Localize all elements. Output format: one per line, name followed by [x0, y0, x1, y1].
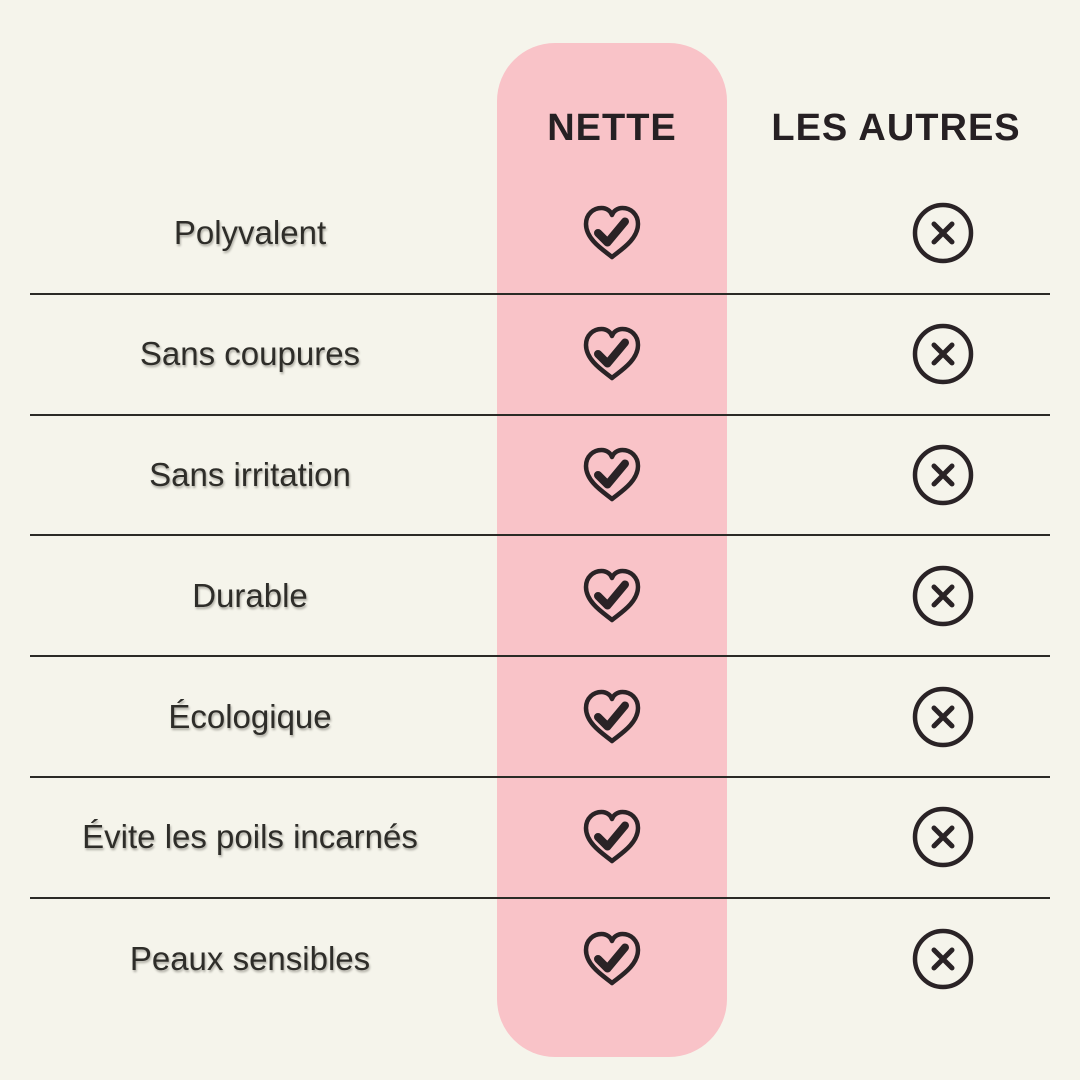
circle-x-icon — [911, 536, 975, 655]
table-body: Polyvalent Sans coupures Sans irritation — [30, 174, 1050, 1020]
heart-check-icon — [580, 657, 644, 776]
feature-label: Écologique — [168, 697, 332, 735]
heart-check-icon — [580, 536, 644, 655]
feature-label: Polyvalent — [173, 214, 327, 252]
column-header-nette: NETTE — [547, 107, 677, 149]
heart-check-icon — [580, 899, 644, 1020]
circle-x-icon — [911, 295, 975, 414]
table-row-peaux-sensibles: Peaux sensibles — [30, 899, 1050, 1020]
feature-label: Évite les poils incarnés — [82, 818, 418, 856]
feature-label: Peaux sensibles — [129, 940, 371, 978]
table-row-evite-poils-incarnes: Évite les poils incarnés — [30, 778, 1050, 899]
feature-label: Durable — [192, 576, 308, 614]
table-row-sans-irritation: Sans irritation — [30, 416, 1050, 537]
table-row-ecologique: Écologique — [30, 657, 1050, 778]
feature-label: Sans irritation — [149, 455, 351, 493]
heart-check-icon — [580, 778, 644, 897]
circle-x-icon — [911, 657, 975, 776]
table-row-durable: Durable — [30, 536, 1050, 658]
column-header-les-autres: LES AUTRES — [771, 107, 1021, 149]
heart-check-icon — [580, 174, 644, 293]
table-row-polyvalent: Polyvalent — [30, 174, 1050, 295]
feature-label: Sans coupures — [139, 335, 361, 373]
circle-x-icon — [911, 899, 975, 1020]
table-row-sans-coupures: Sans coupures — [30, 295, 1050, 416]
heart-check-icon — [580, 295, 644, 414]
circle-x-icon — [911, 416, 975, 535]
circle-x-icon — [911, 778, 975, 897]
circle-x-icon — [911, 174, 975, 293]
heart-check-icon — [580, 416, 644, 535]
